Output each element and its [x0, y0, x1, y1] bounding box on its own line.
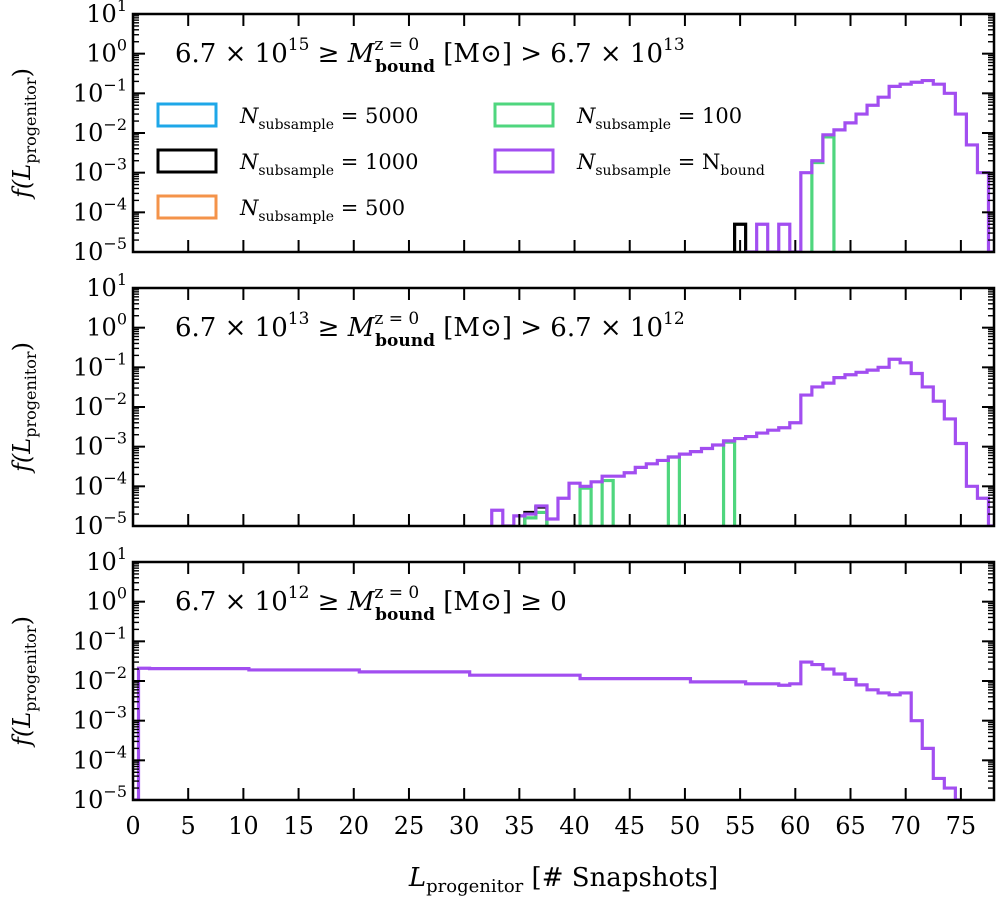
y-tick-label: 101: [86, 0, 127, 28]
x-tick-label: 35: [504, 812, 535, 840]
y-tick-label: 10−2: [73, 389, 127, 421]
x-tick-label: 30: [449, 812, 480, 840]
x-tick-label: 5: [181, 812, 196, 840]
x-tick-label: 60: [780, 812, 811, 840]
panel-1: 101 100 10−1 10−2 10−3 10−4 10−5 f(Lprogenitor)…: [8, 0, 996, 266]
legend-entry: Nsubsample = 1000: [239, 150, 418, 179]
x-tick-label: 10: [228, 812, 259, 840]
y-axis-label: f(Lprogenitor): [8, 342, 40, 474]
series-group: [490, 357, 994, 526]
x-tick-label: 75: [946, 812, 977, 840]
y-tick-label: 101: [86, 544, 127, 576]
y-tick-label: 10−4: [73, 468, 127, 500]
x-tick-label: 15: [283, 812, 314, 840]
x-tick-label: 70: [890, 812, 921, 840]
y-tick-label: 10−4: [73, 742, 127, 774]
panel-annotation: 6.7 × 1015 ≥ Mz = 0 bound [M⊙] > 6.7 × 10…: [175, 35, 685, 77]
y-tick-label: 100: [86, 310, 127, 342]
y-tick-label: 10−2: [73, 115, 127, 147]
series-3-panel-2: [490, 357, 994, 526]
y-tick-label: 10−3: [73, 155, 127, 187]
y-tick-label: 10−5: [73, 782, 127, 814]
y-tick-label: 10−5: [73, 508, 127, 540]
x-tick-label: 40: [559, 812, 590, 840]
y-axis-label: f(Lprogenitor): [8, 68, 40, 200]
legend-entry: Nsubsample = 5000: [239, 104, 418, 133]
series-3-panel-1: [745, 78, 994, 252]
x-tick-label: 50: [670, 812, 701, 840]
panel-3: 0 5 10 15 20 25 30 35 40 45 50 55 60 65 70 75 101 100 10−1…: [8, 544, 996, 840]
y-tick-label: 10−5: [73, 234, 127, 266]
y-axis-label: f(Lprogenitor): [8, 616, 40, 748]
x-tick-label: 25: [394, 812, 425, 840]
legend-swatch: [156, 148, 218, 174]
legend-entry: Nsubsample = 100: [576, 104, 742, 133]
series-group: [133, 660, 961, 800]
panel-annotation: 6.7 × 1013 ≥ Mz = 0 bound [M⊙] > 6.7 × 10…: [175, 309, 685, 351]
legend-entry: Nsubsample = 500: [239, 196, 405, 225]
y-tick-label: 101: [86, 270, 127, 302]
series-group: [733, 78, 994, 252]
legend-swatch: [493, 102, 555, 128]
y-tick-label: 100: [86, 36, 127, 68]
legend-swatch: [156, 102, 218, 128]
y-tick-label: 10−1: [73, 623, 127, 655]
x-tick-label: 65: [835, 812, 866, 840]
x-tick-label: 0: [125, 812, 140, 840]
panel-2: 101 100 10−1 10−2 10−3 10−4 10−5 f(Lprogenitor)…: [8, 270, 996, 540]
panel-annotation: 6.7 × 1012 ≥ Mz = 0 bound [M⊙] ≥ 0: [175, 583, 567, 625]
y-tick-label: 100: [86, 584, 127, 616]
y-tick-label: 10−1: [73, 75, 127, 107]
legend-swatch: [493, 148, 555, 174]
x-tick-label: 45: [614, 812, 645, 840]
series-1-panel-3: [133, 660, 961, 800]
y-tick-label: 10−3: [73, 703, 127, 735]
x-tick-label: 55: [725, 812, 756, 840]
series-1-panel-1: [733, 222, 748, 252]
x-axis-label: Lprogenitor [# Snapshots]: [408, 863, 718, 897]
legend-swatch: [156, 194, 218, 220]
y-tick-label: 10−2: [73, 663, 127, 695]
legend-entry: Nsubsample = Nbound: [576, 150, 765, 179]
y-tick-label: 10−1: [73, 349, 127, 381]
series-2-panel-2: [523, 440, 737, 526]
x-tick-label: 20: [338, 812, 369, 840]
y-tick-label: 10−3: [73, 429, 127, 461]
y-tick-label: 10−4: [73, 194, 127, 226]
legend: Nsubsample = 5000 Nsubsample = 1000 Nsubsa…: [156, 102, 765, 225]
